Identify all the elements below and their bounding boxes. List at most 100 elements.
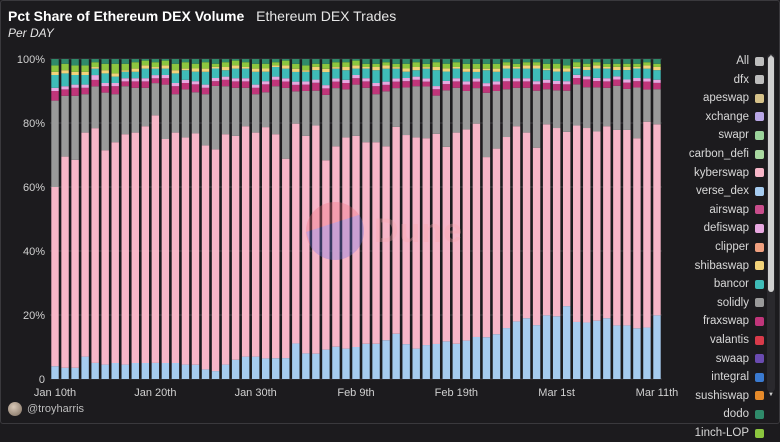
bar-segment-1inch-LOP (452, 62, 461, 67)
legend-item[interactable]: dodo (723, 405, 764, 423)
bar-segment-verse_dex (412, 348, 420, 379)
legend-swatch (755, 261, 764, 271)
bar-segment-solidly (261, 92, 270, 128)
bar-segment-1inch-LOP (532, 62, 541, 66)
bar-segment-kyberswap (201, 145, 210, 370)
legend-scrollbar-thumb[interactable] (768, 56, 774, 292)
bar-segment-verse_dex (382, 340, 390, 379)
bar-segment-kyberswap (542, 124, 551, 316)
legend-item[interactable]: verse_dex (696, 182, 764, 200)
bar-segment-fraxswap (653, 82, 661, 90)
legend-item[interactable]: solidly (717, 294, 764, 312)
bar-segment-solidly (542, 89, 551, 125)
bar-segment-bancor (292, 71, 300, 82)
bar-segment-fraxswap (593, 81, 601, 88)
scroll-down-icon[interactable]: ▼ (768, 392, 774, 398)
bar-segment-fraxswap (402, 81, 410, 88)
bar-segment-1inch-LOP (241, 62, 250, 67)
legend-scrollbar[interactable] (767, 54, 775, 392)
bar-segment-verse_dex (231, 359, 240, 379)
bar-segment-1inch-LOP (231, 60, 240, 66)
bar-segment-fraxswap (452, 81, 461, 88)
bar-segment-fraxswap (91, 79, 99, 87)
bar-segment-1inch-LOP (552, 63, 561, 69)
legend-item[interactable]: sushiswap (695, 387, 764, 405)
legend-item[interactable]: swaap (716, 350, 764, 368)
bar-segment-defiswap (191, 81, 200, 85)
legend-swatch (755, 130, 764, 140)
legend-item[interactable]: 1inch-LOP (695, 424, 764, 442)
bar-segment-bancor (412, 70, 420, 77)
bar-segment-1inch-LOP (653, 63, 661, 67)
bar-segment-verse_dex (502, 328, 511, 379)
bar-segment-fraxswap (101, 86, 109, 93)
bar-segment-kyberswap (512, 126, 521, 322)
x-tick-label: Feb 9th (337, 387, 374, 399)
bar-segment-dodo (532, 59, 541, 63)
bar-segment-verse_dex (312, 353, 320, 379)
legend-item-label: sushiswap (695, 389, 749, 402)
legend-item[interactable]: integral (711, 368, 764, 386)
legend-item[interactable]: xchange (706, 108, 764, 126)
legend-item[interactable]: dfx (734, 71, 764, 89)
bar-segment-defiswap (302, 81, 310, 85)
author-handle[interactable]: @troyharris (27, 403, 85, 415)
bar-segment-dodo (492, 59, 501, 64)
legend-item[interactable]: shibaswap (695, 257, 764, 275)
bar-segment-solidly (111, 94, 119, 143)
legend-swatch (755, 372, 764, 382)
legend-item-label: defiswap (703, 222, 749, 235)
legend-item-label: valantis (710, 334, 749, 346)
bar-segment-shibaswap (653, 66, 661, 71)
legend-item[interactable]: swapr (718, 126, 764, 144)
bar-segment-bancor (191, 71, 200, 82)
bar-segment-kyberswap (372, 142, 380, 344)
bar-segment-1inch-LOP (402, 63, 410, 69)
legend-swatch (755, 93, 764, 103)
bar-segment-fraxswap (241, 81, 250, 88)
bar-segment-verse_dex (211, 371, 220, 379)
bar-segment-1inch-LOP (322, 63, 330, 69)
bar-segment-kyberswap (241, 126, 250, 357)
bar-segment-bancor (352, 68, 360, 75)
bar-segment-solidly (131, 87, 139, 133)
bar-segment-1inch-LOP (131, 62, 139, 69)
legend-item[interactable]: apeswap (703, 89, 764, 107)
legend-item[interactable]: airswap (709, 201, 764, 219)
bar-segment-fraxswap (552, 84, 561, 91)
scroll-up-icon[interactable]: ▲ (768, 54, 774, 60)
x-tick-label: Jan 30th (235, 387, 277, 399)
legend-item[interactable]: kyberswap (694, 164, 764, 182)
bar-segment-dodo (573, 59, 581, 63)
bar-segment-verse_dex (251, 356, 260, 379)
bar-segment-1inch-LOP (382, 62, 390, 66)
legend-item-label: xchange (705, 110, 749, 123)
bar-segment-bancor (161, 68, 170, 75)
bar-segment-dodo (272, 59, 280, 63)
bar-segment-shibaswap (432, 66, 440, 71)
bar-segment-verse_dex (111, 363, 119, 379)
legend-item[interactable]: fraxswap (703, 312, 764, 330)
bar-segment-fraxswap (111, 86, 119, 95)
bar-segment-dodo (322, 59, 330, 64)
legend-item[interactable]: defiswap (704, 219, 764, 237)
bar-segment-dodo (362, 59, 370, 64)
bar-segment-defiswap (573, 74, 581, 79)
bar-segment-1inch-LOP (492, 63, 501, 69)
legend-item[interactable]: valantis (710, 331, 764, 349)
legend-item[interactable]: bancor (714, 275, 764, 293)
bar-segment-defiswap (51, 87, 59, 91)
legend-swatch (755, 149, 764, 159)
bar-segment-kyberswap (292, 123, 300, 344)
bar-segment-defiswap (462, 81, 471, 85)
bar-segment-1inch-LOP (633, 63, 641, 67)
bar-segment-kyberswap (442, 146, 451, 342)
bar-segment-dodo (51, 59, 59, 66)
bar-segment-1inch-LOP (502, 62, 511, 66)
bar-segment-solidly (241, 87, 250, 127)
bar-segment-kyberswap (131, 132, 139, 363)
legend-item[interactable]: All (736, 52, 764, 70)
bar-segment-fraxswap (512, 81, 521, 88)
legend-item[interactable]: carbon_defi (689, 145, 764, 163)
legend-item[interactable]: clipper (715, 238, 764, 256)
